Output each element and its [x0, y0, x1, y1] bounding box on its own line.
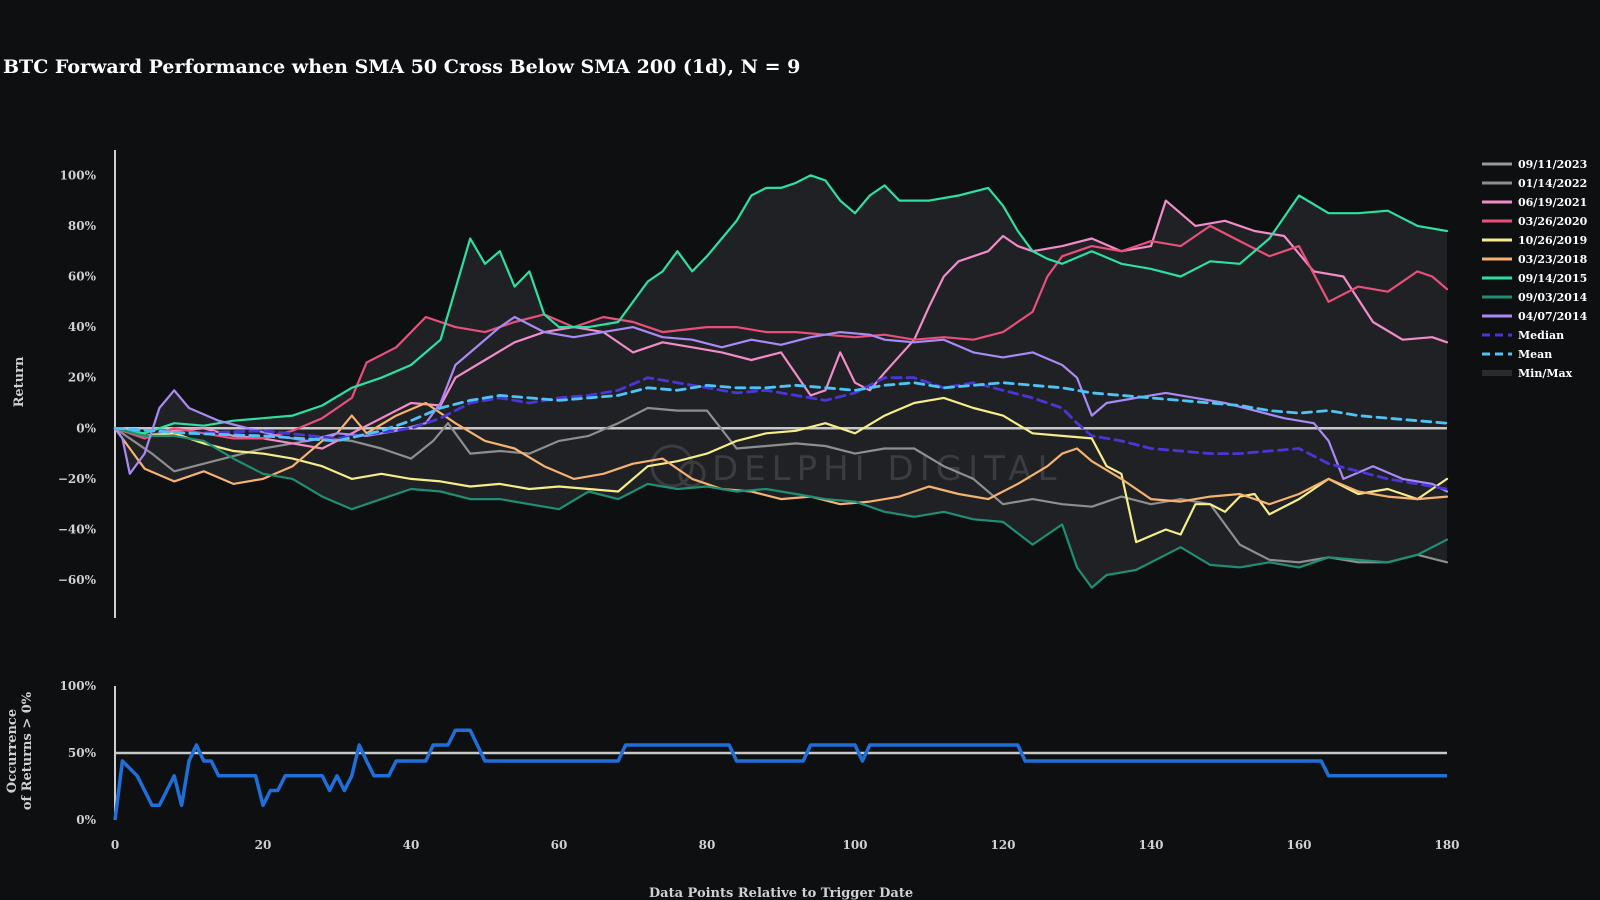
x-tick-label: 60	[551, 838, 568, 852]
watermark-text: DELPHI DIGITAL	[712, 449, 1062, 489]
occurrence-line	[113, 728, 1447, 821]
x-tick-label: 80	[699, 838, 716, 852]
legend-label: Mean	[1518, 348, 1552, 361]
watermark: DELPHI DIGITAL	[650, 444, 1062, 489]
occurrence-panel	[113, 728, 1447, 821]
series-line-03-26-2020	[113, 224, 1449, 440]
y-tick-label-main: −20%	[58, 472, 97, 486]
y-tick-label-main: 80%	[68, 219, 97, 233]
x-tick-label: 160	[1286, 838, 1311, 852]
x-tick-label: 120	[990, 838, 1015, 852]
legend-label: 01/14/2022	[1518, 177, 1587, 190]
series-line-09-03-2014	[113, 427, 1449, 589]
x-tick-label: 0	[111, 838, 119, 852]
legend-item-09-03-2014[interactable]: 09/03/2014	[1482, 291, 1588, 304]
y-axis-title-main: Return	[12, 356, 27, 407]
y-tick-label-occurrence: 0%	[76, 813, 96, 827]
legend-label: 09/03/2014	[1518, 291, 1588, 304]
legend-item-06-19-2021[interactable]: 06/19/2021	[1482, 196, 1587, 209]
y-tick-label-main: 100%	[60, 168, 97, 182]
legend-label: Median	[1518, 329, 1564, 342]
legend-item-03-26-2020[interactable]: 03/26/2020	[1482, 215, 1588, 228]
chart-title: BTC Forward Performance when SMA 50 Cros…	[3, 56, 801, 78]
legend-item-median[interactable]: Median	[1482, 329, 1564, 342]
series-line-09-14-2015	[113, 174, 1449, 435]
series-layer	[113, 174, 1449, 589]
legend-label: 09/11/2023	[1518, 158, 1587, 171]
series-line-04-07-2014	[113, 315, 1449, 493]
legend-label: 09/14/2015	[1518, 272, 1587, 285]
legend-item-10-26-2019[interactable]: 10/26/2019	[1482, 234, 1587, 247]
x-tick-label: 100	[842, 838, 867, 852]
y-tick-label-main: 20%	[68, 371, 97, 385]
series-line-mean	[113, 381, 1449, 443]
x-tick-label: 20	[255, 838, 272, 852]
x-tick-label: 180	[1434, 838, 1459, 852]
series-line-10-26-2019	[113, 396, 1449, 544]
watermark-logo-ring	[678, 460, 706, 488]
y-tick-label-main: −40%	[58, 522, 97, 536]
legend-item-04-07-2014[interactable]: 04/07/2014	[1482, 310, 1588, 323]
y-tick-label-main: −60%	[58, 573, 97, 587]
legend-label: 10/26/2019	[1518, 234, 1587, 247]
min-max-band	[115, 175, 1447, 588]
legend-label: 04/07/2014	[1518, 310, 1588, 323]
y-tick-label-occurrence: 100%	[60, 679, 97, 693]
x-tick-label: 140	[1138, 838, 1163, 852]
y-axis-title-occurrence: Occurrenceof Returns > 0%	[5, 691, 35, 810]
y-tick-label-occurrence: 50%	[68, 746, 97, 760]
series-line-06-19-2021	[113, 199, 1449, 450]
legend-label: 03/23/2018	[1518, 253, 1588, 266]
y-tick-label-main: 40%	[68, 320, 97, 334]
x-axis-title: Data Points Relative to Trigger Date	[649, 886, 913, 900]
axes-layer: 100% 80% 60% 40% 20% 0% −20% −40% −60% Return 100%…	[5, 150, 1460, 900]
y-tick-label-main: 0%	[76, 421, 96, 435]
legend-item-09-14-2015[interactable]: 09/14/2015	[1482, 272, 1587, 285]
x-tick-label: 40	[403, 838, 420, 852]
legend-item-mean[interactable]: Mean	[1482, 348, 1552, 361]
legend-item-03-23-2018[interactable]: 03/23/2018	[1482, 253, 1588, 266]
legend-label: 03/26/2020	[1518, 215, 1588, 228]
series-line-median	[113, 376, 1449, 491]
legend-item-09-11-2023[interactable]: 09/11/2023	[1482, 158, 1587, 171]
legend[interactable]: 09/11/2023 01/14/2022 06/19/2021 03/26/2020…	[1482, 158, 1588, 380]
min-max-band-layer	[115, 175, 1447, 588]
y-tick-label-main: 60%	[68, 269, 97, 283]
legend-label: 06/19/2021	[1518, 196, 1587, 209]
legend-item-min-max[interactable]: Min/Max	[1482, 367, 1573, 380]
legend-label: Min/Max	[1518, 367, 1573, 380]
legend-item-01-14-2022[interactable]: 01/14/2022	[1482, 177, 1587, 190]
